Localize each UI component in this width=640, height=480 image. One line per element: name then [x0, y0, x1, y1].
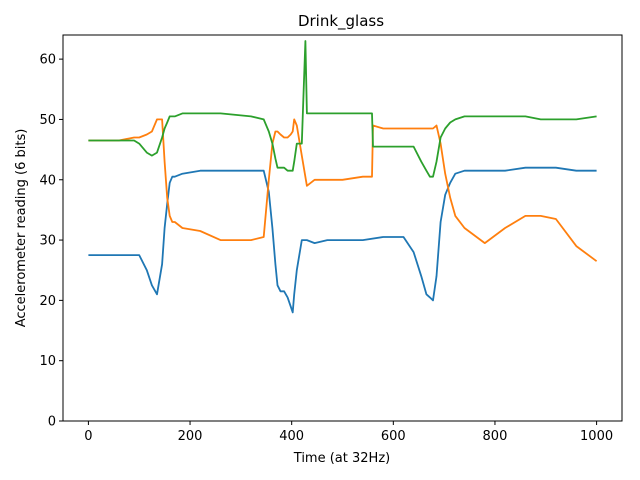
- y-tick-label: 0: [48, 415, 56, 430]
- x-tick-label: 1000: [580, 429, 613, 444]
- x-tick-label: 600: [381, 429, 406, 444]
- x-tick-label: 800: [483, 429, 508, 444]
- plot-frame: [62, 34, 623, 422]
- y-tick-label: 30: [39, 234, 56, 249]
- plot-lines: [88, 40, 598, 314]
- y-axis: 0 10 20 30 40 50 60: [39, 53, 63, 430]
- y-tick-label: 60: [39, 53, 56, 68]
- x-tick-label: 400: [279, 429, 304, 444]
- x-axis: 0 200 400 600 800 1000: [84, 421, 613, 444]
- series-line-2: [88, 118, 598, 262]
- chart-title: Drink_glass: [298, 12, 384, 31]
- y-tick-label: 40: [39, 173, 56, 188]
- x-tick-label: 200: [178, 429, 203, 444]
- y-axis-label: Accelerometer reading (6 bits): [14, 129, 29, 328]
- y-tick-label: 20: [39, 294, 56, 309]
- x-tick-label: 0: [84, 429, 92, 444]
- series-line-3: [88, 40, 597, 178]
- y-tick-label: 10: [39, 354, 56, 369]
- y-tick-label: 50: [39, 113, 56, 128]
- x-axis-label: Time (at 32Hz): [293, 451, 390, 466]
- series-line-1: [88, 166, 597, 314]
